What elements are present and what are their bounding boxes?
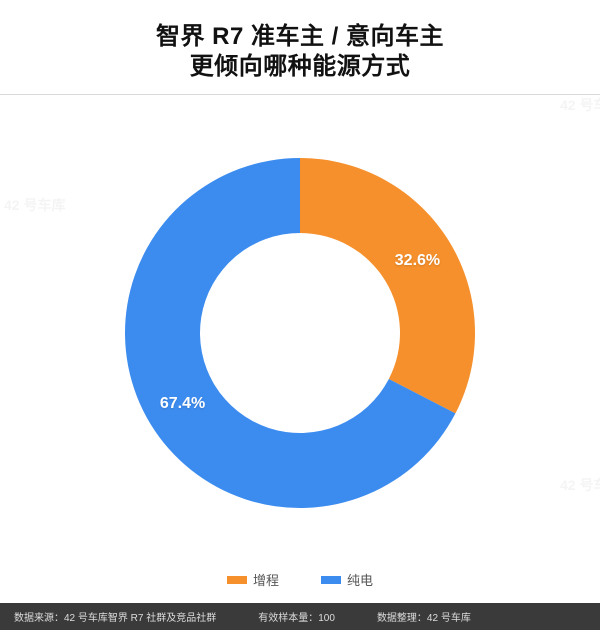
- legend: 增程 纯电: [0, 570, 600, 603]
- page-root: 智界 R7 准车主 / 意向车主 更倾向哪种能源方式 32.6% 67.4% 4…: [0, 0, 600, 630]
- chart-area: 32.6% 67.4% 42 号车库 42 号车库 42 号车库: [0, 95, 600, 570]
- slice-label-blue: 67.4%: [160, 395, 205, 413]
- footer-source: 数据来源：42 号车库智界 R7 社群及竞品社群: [14, 609, 216, 624]
- slice-label-orange: 32.6%: [395, 252, 440, 270]
- legend-item-orange: 增程: [227, 570, 279, 589]
- legend-item-blue: 纯电: [321, 570, 373, 589]
- legend-label-orange: 增程: [253, 570, 279, 589]
- footer-sample: 有效样本量：100: [258, 609, 335, 624]
- legend-swatch-orange: [227, 576, 247, 584]
- watermark-text: 42 号车库: [4, 195, 65, 215]
- footer-compiled: 数据整理：42 号车库: [377, 609, 471, 624]
- donut-slice-orange: [300, 158, 475, 413]
- title-line-2: 更倾向哪种能源方式: [30, 52, 570, 82]
- title-line-1: 智界 R7 准车主 / 意向车主: [30, 22, 570, 52]
- donut-chart: [125, 158, 475, 508]
- title-block: 智界 R7 准车主 / 意向车主 更倾向哪种能源方式: [0, 0, 600, 88]
- watermark-text: 42 号车库: [560, 475, 600, 495]
- watermark-text: 42 号车库: [560, 95, 600, 115]
- footer-bar: 数据来源：42 号车库智界 R7 社群及竞品社群 有效样本量：100 数据整理：…: [0, 603, 600, 630]
- legend-label-blue: 纯电: [347, 570, 373, 589]
- legend-swatch-blue: [321, 576, 341, 584]
